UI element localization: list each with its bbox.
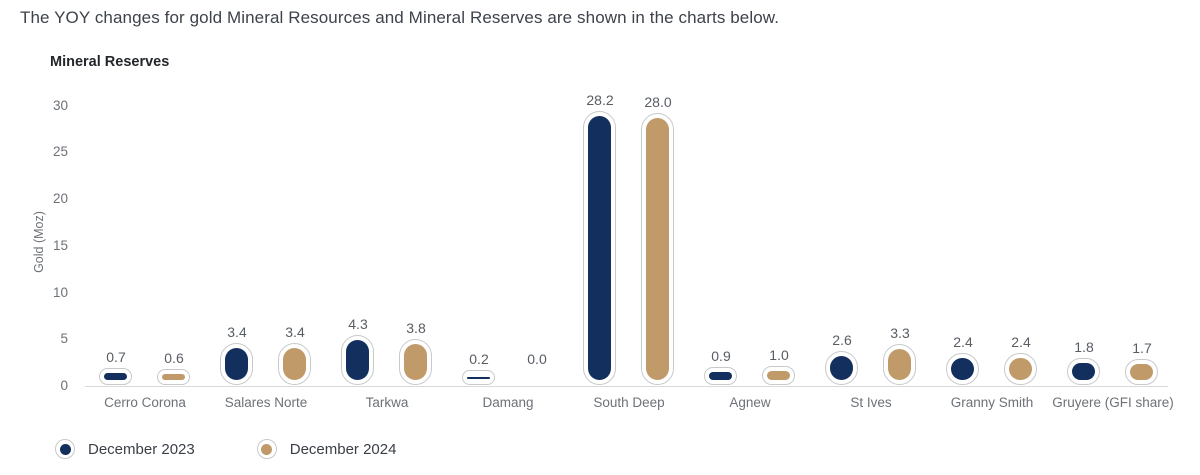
bar-value-label: 0.6 — [164, 350, 184, 367]
bar-dec2024 — [641, 113, 674, 385]
bar-value-label: 4.3 — [348, 315, 368, 332]
bar-dec2023 — [1067, 358, 1100, 385]
bar-dec2023 — [946, 352, 979, 385]
bar-fill — [1072, 363, 1095, 380]
bar-fill — [283, 348, 306, 380]
bar-value-label: 2.4 — [953, 333, 973, 350]
y-tick-label: 20 — [52, 191, 68, 206]
intro-text: The YOY changes for gold Mineral Resourc… — [20, 8, 780, 27]
y-tick-label: 0 — [60, 378, 68, 393]
bar-fill — [951, 357, 974, 380]
bar-value-label: 0.2 — [469, 351, 489, 367]
bar-dec2023 — [583, 111, 616, 385]
bar-value-label: 2.6 — [832, 331, 852, 348]
x-category-label: Gruyere (GFI share) — [1052, 395, 1174, 410]
bar-value-label: 28.0 — [644, 94, 672, 111]
bar-dec2024 — [157, 369, 190, 385]
bar-value-label: 3.3 — [890, 325, 910, 342]
x-category-label: St Ives — [850, 395, 892, 410]
bar-value-label: 2.4 — [1011, 333, 1031, 350]
tan-dot-icon — [261, 443, 273, 455]
bar-dec2024 — [399, 339, 432, 385]
bar-fill — [830, 355, 853, 380]
bar-value-label: 1.0 — [769, 346, 789, 363]
y-tick-label: 30 — [52, 97, 68, 113]
bar-fill — [346, 339, 369, 380]
bar-fill — [225, 348, 248, 380]
y-tick-label: 15 — [52, 237, 68, 253]
bar-fill — [467, 376, 490, 379]
bar-dec2024 — [1004, 352, 1037, 385]
bar-dec2024 — [1125, 359, 1158, 385]
legend-swatch-2023 — [55, 439, 75, 459]
bar-value-label: 3.4 — [285, 324, 305, 341]
bar-dec2023 — [462, 370, 495, 385]
bar-fill — [1009, 357, 1032, 380]
bar-fill — [709, 371, 732, 380]
bar-dec2023 — [99, 368, 132, 385]
bar-value-label: 28.2 — [586, 92, 614, 109]
bar-dec2024 — [278, 343, 311, 385]
bar-fill — [404, 344, 427, 380]
legend-item-december-2024: December 2024 — [256, 439, 397, 459]
bar-fill — [1130, 364, 1153, 380]
chart-legend: December 2023 December 2024 — [55, 439, 396, 459]
x-category-label: Tarkwa — [365, 395, 409, 410]
bar-fill — [767, 370, 790, 380]
bar-value-label: 1.7 — [1132, 340, 1152, 357]
legend-item-december-2023: December 2023 — [55, 439, 195, 459]
bar-value-label: 3.4 — [227, 324, 247, 341]
legend-label-2024: December 2024 — [289, 440, 397, 458]
chart-title: Mineral Reserves — [50, 54, 170, 70]
bar-value-label: 0.0 — [527, 351, 547, 367]
bar-value-label: 0.9 — [711, 347, 731, 364]
bar-dec2023 — [341, 334, 374, 385]
y-tick-label: 25 — [52, 144, 68, 160]
legend-swatch-2024 — [256, 439, 277, 459]
bar-fill — [588, 116, 611, 380]
bar-dec2024 — [762, 365, 795, 385]
bar-dec2023 — [220, 343, 253, 385]
x-category-label: Salares Norte — [224, 395, 308, 410]
bar-fill — [646, 118, 669, 380]
x-category-label: Damang — [482, 395, 534, 410]
bar-value-label: 0.7 — [106, 349, 126, 366]
x-category-label: Cerro Corona — [104, 395, 186, 410]
bar-fill — [162, 374, 185, 380]
y-tick-label: 10 — [52, 284, 68, 300]
x-category-label: Granny Smith — [950, 395, 1034, 410]
navy-dot-icon — [59, 443, 71, 455]
legend-label-2023: December 2023 — [88, 440, 195, 458]
bar-value-label: 3.8 — [406, 320, 426, 337]
x-category-label: South Deep — [593, 395, 665, 410]
bar-dec2023 — [825, 350, 858, 385]
x-axis-line — [85, 386, 1168, 387]
y-tick-label: 5 — [60, 331, 68, 347]
x-category-label: Agnew — [729, 395, 771, 410]
bar-value-label: 1.8 — [1074, 339, 1094, 356]
bar-fill — [888, 349, 911, 380]
bar-fill — [104, 373, 127, 380]
bar-dec2023 — [704, 366, 737, 385]
bar-dec2024 — [883, 344, 916, 385]
